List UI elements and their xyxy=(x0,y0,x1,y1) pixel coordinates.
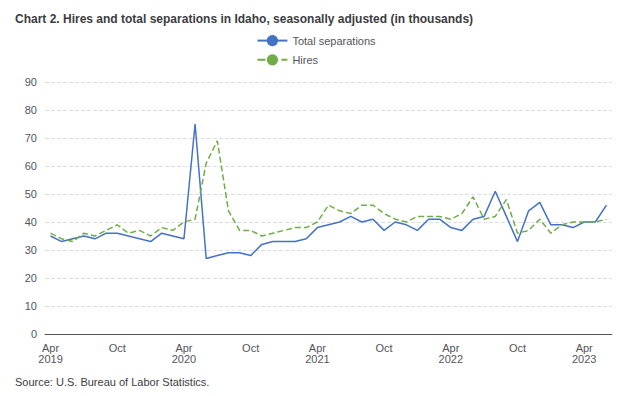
svg-text:2022: 2022 xyxy=(439,353,463,365)
svg-text:40: 40 xyxy=(25,216,37,228)
svg-text:Oct: Oct xyxy=(376,342,393,354)
svg-text:30: 30 xyxy=(25,244,37,256)
svg-text:Oct: Oct xyxy=(109,342,126,354)
svg-text:70: 70 xyxy=(25,132,37,144)
svg-text:Apr: Apr xyxy=(175,341,193,354)
svg-text:2019: 2019 xyxy=(38,353,62,365)
svg-text:Apr: Apr xyxy=(42,341,60,354)
svg-text:Total separations: Total separations xyxy=(292,35,376,47)
svg-text:90: 90 xyxy=(25,76,37,88)
svg-text:Oct: Oct xyxy=(242,342,259,354)
svg-text:Apr: Apr xyxy=(308,341,326,354)
svg-text:2020: 2020 xyxy=(172,353,196,365)
svg-text:Chart 2. Hires and total separ: Chart 2. Hires and total separations in … xyxy=(15,12,473,26)
svg-text:80: 80 xyxy=(25,104,37,116)
svg-text:20: 20 xyxy=(25,272,37,284)
svg-text:10: 10 xyxy=(25,300,37,312)
svg-text:Apr: Apr xyxy=(442,341,460,354)
svg-text:2023: 2023 xyxy=(572,353,596,365)
svg-text:60: 60 xyxy=(25,160,37,172)
svg-text:50: 50 xyxy=(25,188,37,200)
svg-text:2021: 2021 xyxy=(305,353,329,365)
svg-text:0: 0 xyxy=(31,328,37,340)
svg-text:Source: U.S. Bureau of Labor S: Source: U.S. Bureau of Labor Statistics. xyxy=(15,376,209,388)
svg-text:Oct: Oct xyxy=(509,342,526,354)
svg-text:Hires: Hires xyxy=(292,54,318,66)
svg-text:Apr: Apr xyxy=(575,341,593,354)
